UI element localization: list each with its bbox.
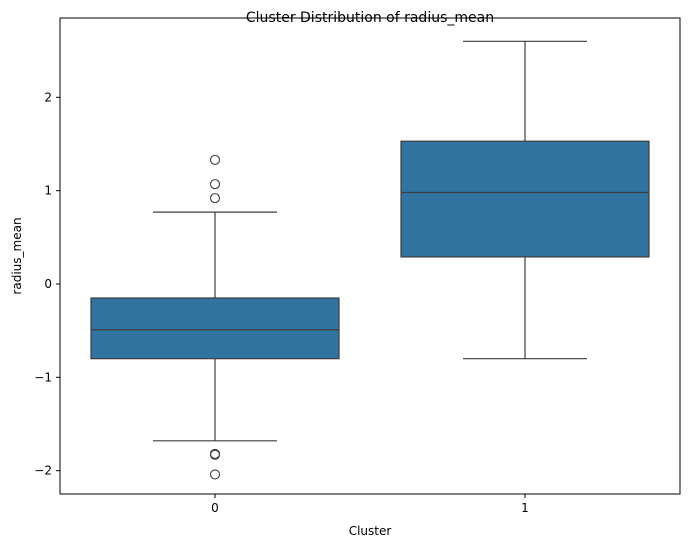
y-tick-label: 1 <box>44 184 52 198</box>
box-cluster-0 <box>90 154 340 480</box>
outlier-point <box>209 179 221 190</box>
plot-area <box>90 40 650 480</box>
y-tick-label: 2 <box>44 90 52 104</box>
x-tick-label: 1 <box>521 501 529 515</box>
outlier-point <box>209 449 221 460</box>
y-axis-label: radius_mean <box>10 217 24 294</box>
x-tick-label: 0 <box>211 501 219 515</box>
y-tick-label: −1 <box>34 370 52 384</box>
x-axis-label: Cluster <box>349 524 392 538</box>
outlier-point <box>209 469 221 480</box>
outlier-point <box>209 193 221 204</box>
outlier-point <box>209 154 221 165</box>
box-cluster-1 <box>400 40 650 360</box>
plot-frame <box>59 17 681 495</box>
iqr-box <box>400 140 650 258</box>
y-tick-label: 0 <box>44 277 52 291</box>
iqr-box <box>90 297 340 360</box>
y-tick-label: −2 <box>34 464 52 478</box>
y-axis: −2 −1 0 1 2 <box>34 90 60 478</box>
